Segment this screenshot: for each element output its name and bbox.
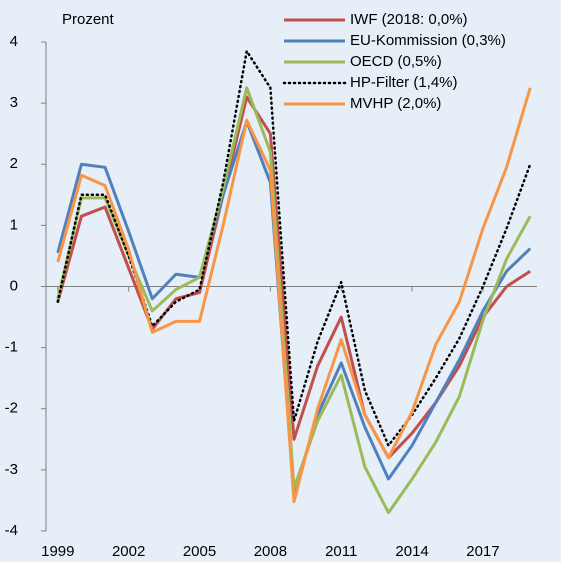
y-tick-label: 0 [10, 277, 18, 294]
y-tick-label: 1 [10, 216, 18, 233]
x-tick-label: 2002 [112, 543, 145, 560]
y-tick-label: 2 [10, 155, 18, 172]
series-line [56, 87, 532, 504]
y-tick-label: -2 [5, 400, 18, 417]
y-tick-label: -4 [5, 522, 18, 539]
y-axis-label: Prozent [62, 11, 115, 28]
legend-label: HP-Filter (1,4%) [350, 74, 458, 91]
y-tick-label: 4 [10, 33, 18, 50]
x-tick-label: 2008 [254, 543, 287, 560]
x-tick-label: 2017 [466, 543, 499, 560]
y-tick-label: 3 [10, 94, 18, 111]
x-tick-label: 1999 [41, 543, 74, 560]
x-tick-label: 2011 [325, 543, 357, 560]
y-tick-label: -3 [5, 461, 18, 478]
series-line [56, 95, 532, 460]
legend-label: IWF (2018: 0,0%) [350, 11, 468, 28]
x-tick-label: 2005 [183, 543, 216, 560]
x-tick-label: 2014 [395, 543, 428, 560]
legend-label: EU-Kommission (0,3%) [350, 32, 506, 49]
y-tick-label: -1 [5, 339, 18, 356]
series-line [56, 49, 532, 447]
legend-label: OECD (0,5%) [350, 53, 442, 70]
legend-label: MVHP (2,0%) [350, 95, 441, 112]
